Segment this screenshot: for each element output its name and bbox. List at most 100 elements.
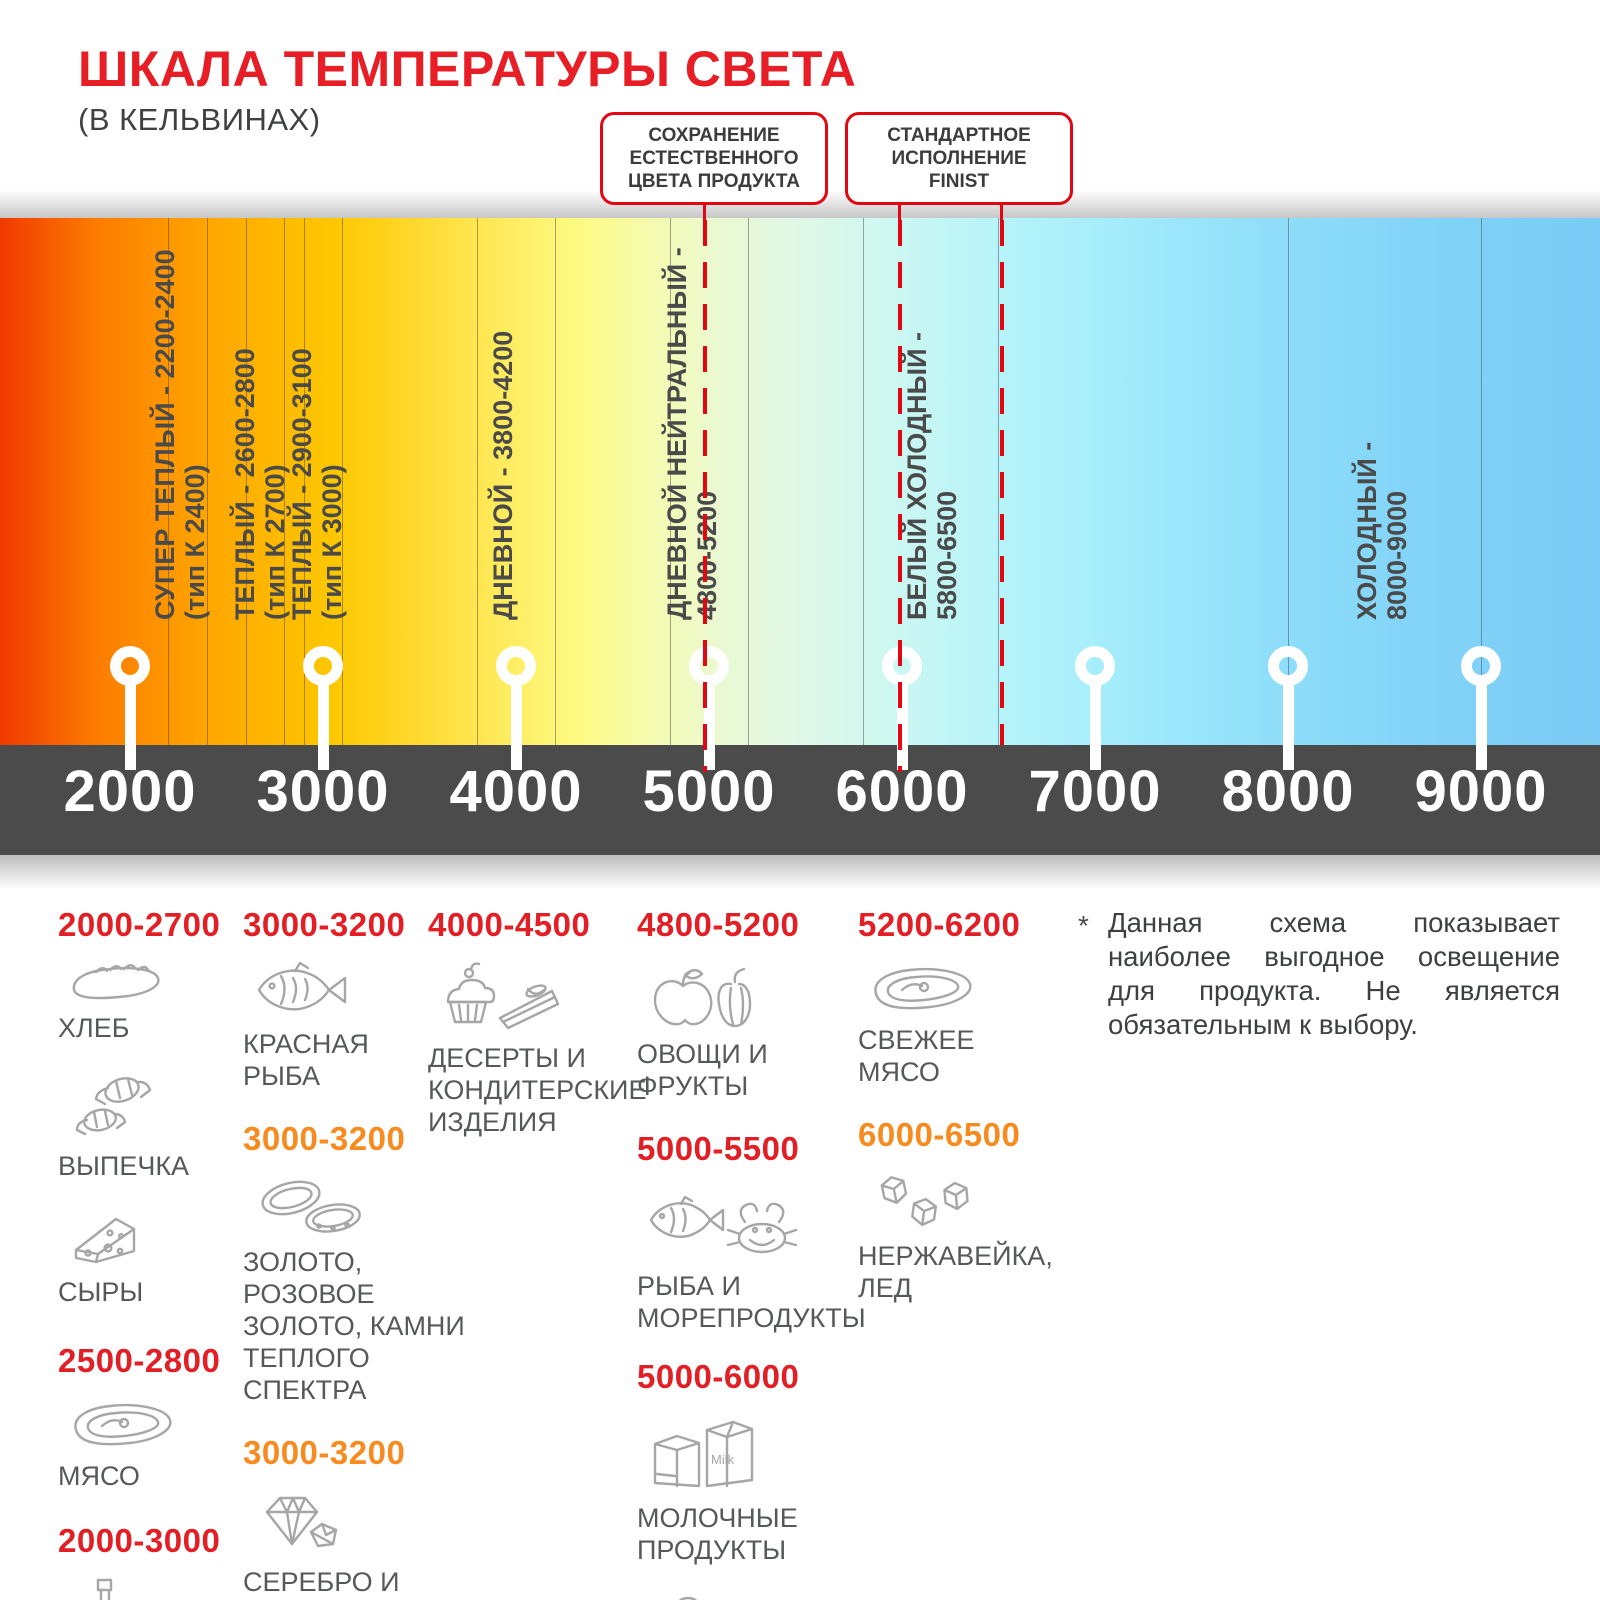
pin-6000	[882, 646, 922, 686]
list-item: КРАСНАЯ РЫБА	[243, 960, 458, 1092]
range-label: 5200-6200	[858, 906, 1021, 943]
guide-line-6000	[898, 220, 902, 772]
zone-text: ТЕПЛЫЙ - 2600-2800	[230, 348, 260, 620]
grid-line	[998, 218, 999, 745]
fish-icon	[257, 961, 347, 1011]
list-item: СВЕЖЕЕ МЯСО	[858, 960, 1073, 1088]
callout-line: СОХРАНЕНИЕ	[648, 125, 780, 146]
zone-subtext: 5800-6500	[932, 490, 962, 620]
ice-icon	[880, 1176, 969, 1227]
legend-group: 3000-3200 КРАСНАЯ РЫБА	[243, 906, 458, 1092]
callout-line: ИСПОЛНЕНИЕ	[891, 148, 1027, 169]
grid-line	[284, 218, 285, 745]
range-label: 3000-3200	[243, 906, 406, 943]
range-label: 2000-2700	[58, 906, 221, 943]
legend-column-4: 4800-5200 ОВОЩИ И ФРУКТЫ 5000-5500 РЫБА …	[637, 906, 937, 1600]
tick-4000: 4000	[449, 759, 583, 824]
legend-column-3: 4000-4500 ДЕСЕРТЫ И КОНДИТЕРСКИЕ ИЗДЕЛИЯ	[428, 906, 646, 1162]
cheese-icon	[74, 1217, 136, 1264]
callout-finist-standard: СТАНДАРТНОЕ ИСПОЛНЕНИЕ FINIST	[845, 112, 1073, 205]
list-item: ВЫПЕЧКА	[58, 1068, 253, 1182]
list-item: СЕРЕБРО И БРИЛЛИАНТЫ	[243, 1488, 458, 1600]
zone-text: ДНЕВНОЙ - 3800-4200	[488, 330, 518, 620]
list-item: ХЛЕБ	[58, 960, 253, 1044]
item-label: СЫРЫ	[58, 1277, 144, 1307]
page-subtitle: (В КЕЛЬВИНАХ)	[78, 102, 321, 137]
item-label: ЗОЛОТО, РОЗОВОЕ ЗОЛОТО, КАМНИ ТЕПЛОГО СП…	[243, 1247, 465, 1405]
range-label: 5000-5500	[637, 1130, 800, 1167]
range-label: 6000-6500	[858, 1116, 1021, 1153]
list-item: РЫБА И МОРЕПРОДУКТЫ	[637, 1184, 937, 1334]
legend-group: 3000-3200 ЗОЛОТО, РОЗОВОЕ ЗОЛОТО, КАМНИ …	[243, 1120, 465, 1406]
item-label: ОВОЩИ И ФРУКТЫ	[637, 1039, 768, 1101]
zone-label-cool-white: БЕЛЫЙ ХОЛОДНЫЙ -5800-6500	[902, 332, 962, 620]
range-label: 5000-6000	[637, 1358, 800, 1395]
pin-4000	[496, 646, 536, 686]
fresh-meat-icon	[874, 967, 972, 1010]
meat-icon	[74, 1403, 172, 1446]
zone-subtext: 4800-5200	[692, 490, 722, 620]
item-label: КРАСНАЯ РЫБА	[243, 1029, 369, 1091]
footnote-text: Данная схема показывает наиболее выгодно…	[1108, 907, 1560, 1040]
zone-subtext: (тип К 2700)	[260, 464, 290, 620]
item-label: МЯСО	[58, 1461, 140, 1491]
item-label: СЕРЕБРО И БРИЛЛИАНТЫ	[243, 1567, 431, 1600]
item-label: МОЛОЧНЫЕ ПРОДУКТЫ	[637, 1503, 798, 1565]
callout-leader-line	[703, 196, 706, 222]
grid-line	[670, 218, 671, 745]
grid-line	[246, 218, 247, 745]
seafood-icon	[649, 1195, 798, 1254]
legend-column-5: 5200-6200 СВЕЖЕЕ МЯСО 6000-6500 НЕРЖАВЕЙ…	[858, 906, 1073, 1328]
list-item: ЗАМОРОЖЕННЫЕ ПОЛУФАБРИКАТЫ	[637, 1584, 937, 1600]
pin-stem	[703, 682, 715, 770]
grid-line	[748, 218, 749, 745]
callout-line: СТАНДАРТНОЕ	[887, 125, 1031, 146]
axis-bar	[0, 745, 1600, 855]
tick-3000: 3000	[256, 759, 390, 824]
grid-line	[863, 218, 864, 745]
zone-text: ТЕПЛЫЙ - 2900-3100	[287, 348, 317, 620]
item-label: РЫБА И МОРЕПРОДУКТЫ	[637, 1271, 866, 1333]
zone-label-warm-2700: ТЕПЛЫЙ - 2600-2800 (тип К 2700)	[230, 348, 290, 620]
grid-line	[207, 218, 208, 745]
bottom-shadow	[0, 855, 1600, 889]
range-label: 3000-3200	[243, 1120, 406, 1157]
legend-group: 2000-3000 АКОГОЛЬ	[58, 1522, 253, 1600]
zone-label-warm-3000: ТЕПЛЫЙ - 2900-3100 (тип К 3000)	[287, 348, 347, 620]
zone-label-cold: ХОЛОДНЫЙ - 8000-9000	[1352, 372, 1412, 620]
frozen-food-icon	[678, 1596, 698, 1600]
grid-line	[1288, 218, 1289, 745]
footnote-asterisk: *	[1078, 910, 1089, 941]
legend-group: 6000-6500 НЕРЖАВЕЙКА, ЛЕД	[858, 1116, 1073, 1304]
zone-subtext: (тип К 3000)	[317, 464, 347, 620]
list-item: МЯСО	[58, 1396, 253, 1492]
legend-group: 2500-2800 МЯСО	[58, 1342, 253, 1492]
item-label: НЕРЖАВЕЙКА, ЛЕД	[858, 1241, 1053, 1303]
temperature-gradient-band	[0, 218, 1600, 745]
range-label: 2000-3000	[58, 1522, 221, 1559]
legend-column-1: 2000-2700 ХЛЕБ ВЫПЕЧКА СЫРЫ 2500-2800 МЯ…	[58, 906, 253, 1600]
callout-natural-color: СОХРАНЕНИЕ ЕСТЕСТВЕННОГО ЦВЕТА ПРОДУКТА	[600, 112, 828, 205]
pin-3000	[303, 646, 343, 686]
list-item: ОВОЩИ И ФРУКТЫ	[637, 960, 937, 1102]
zone-text: ХОЛОДНЫЙ - 8000-9000	[1352, 441, 1412, 620]
guide-line-5000	[703, 220, 707, 772]
tick-6000: 6000	[835, 759, 969, 824]
list-item: СЫРЫ	[58, 1206, 253, 1308]
pin-9000	[1461, 646, 1501, 686]
pin-2000	[110, 646, 150, 686]
pin-stem	[1475, 682, 1487, 770]
tick-2000: 2000	[63, 759, 197, 824]
page-title: ШКАЛА ТЕМПЕРАТУРЫ СВЕТА	[78, 41, 857, 97]
tick-7000: 7000	[1028, 759, 1162, 824]
croissant-icon	[75, 1077, 152, 1136]
list-item: Milk МОЛОЧНЫЕ ПРОДУКТЫ	[637, 1412, 937, 1566]
legend-group: 4000-4500 ДЕСЕРТЫ И КОНДИТЕРСКИЕ ИЗДЕЛИЯ	[428, 906, 646, 1138]
tick-8000: 8000	[1221, 759, 1355, 824]
rings-icon	[261, 1180, 361, 1233]
legend-group: 3000-3200 СЕРЕБРО И БРИЛЛИАНТЫ	[243, 1434, 458, 1600]
item-label: СВЕЖЕЕ МЯСО	[858, 1025, 975, 1087]
legend-group: 5000-6000 Milk МОЛОЧНЫЕ ПРОДУКТЫ ЗАМОРОЖ…	[637, 1358, 937, 1600]
legend-group: 4800-5200 ОВОЩИ И ФРУКТЫ	[637, 906, 937, 1102]
